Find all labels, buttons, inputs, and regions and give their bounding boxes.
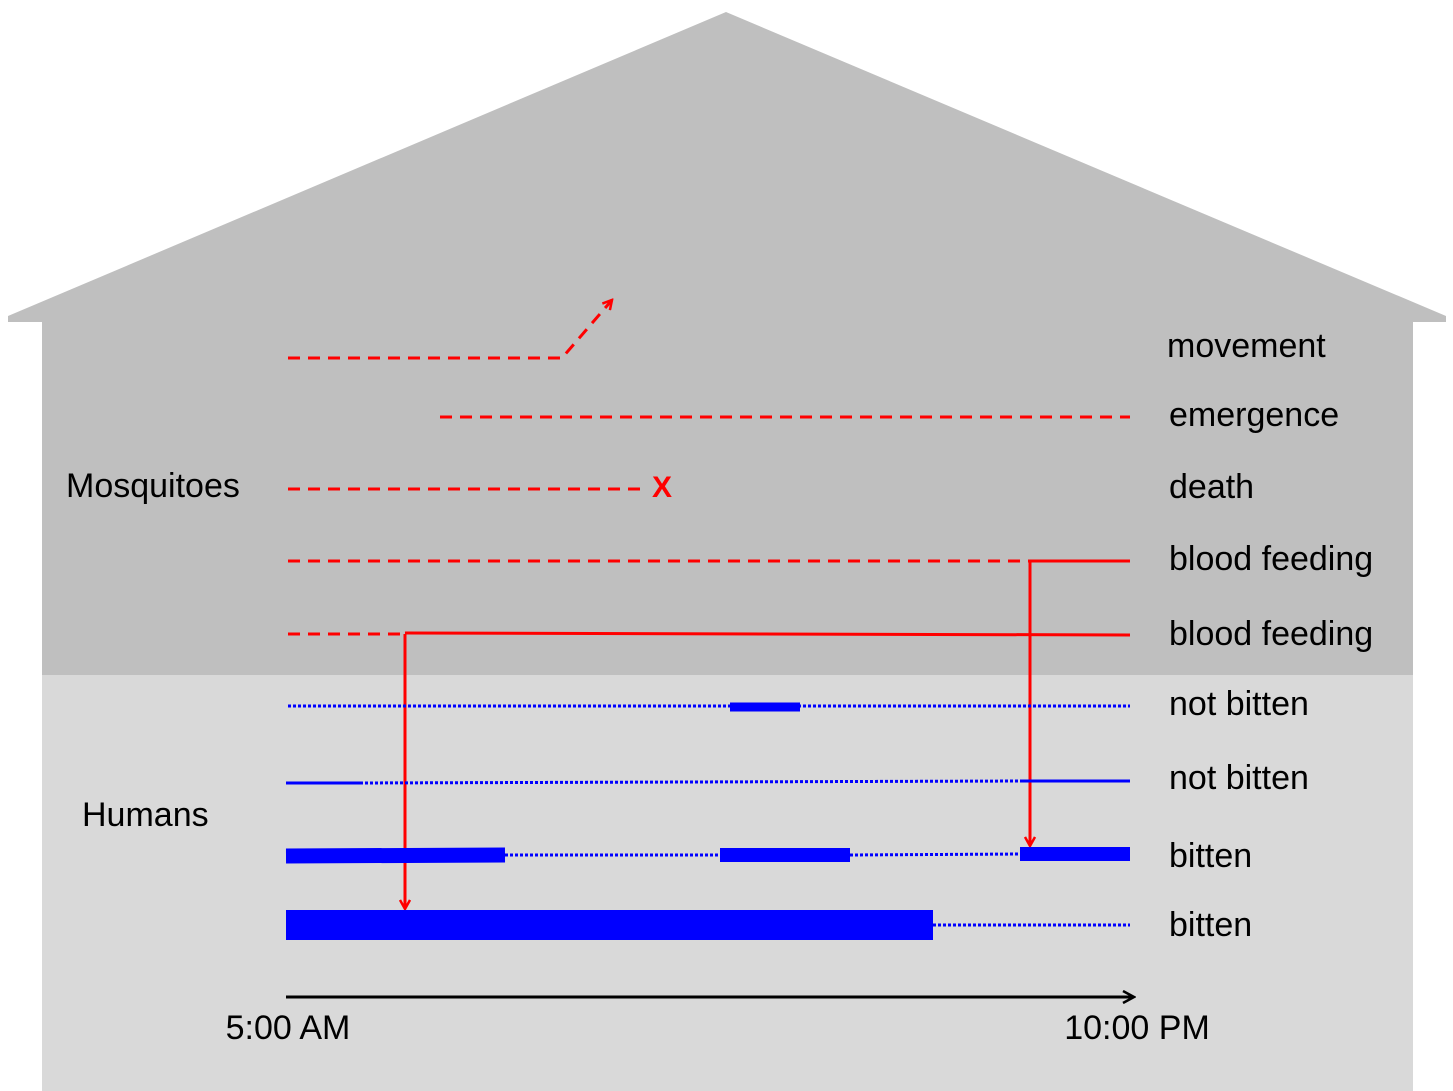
row-label: bitten — [1169, 906, 1252, 944]
row-label: not bitten — [1169, 685, 1309, 723]
presence-line — [285, 847, 506, 864]
presence-bar — [286, 910, 933, 940]
row-label: not bitten — [1169, 759, 1309, 797]
row-label: emergence — [1169, 396, 1339, 434]
human-lines — [285, 702, 1130, 940]
row-label: blood feeding — [1169, 540, 1373, 578]
row-label: death — [1169, 468, 1254, 506]
movement-line — [288, 300, 612, 360]
time-label: 10:00 PM — [1064, 1009, 1210, 1047]
presence-line — [359, 779, 1021, 785]
presence-line — [849, 852, 1021, 857]
row-label: movement — [1167, 327, 1326, 365]
time-label: 5:00 AM — [226, 1009, 351, 1047]
row-label: bitten — [1169, 837, 1252, 875]
house-upper — [8, 12, 1446, 675]
group-label: Mosquitoes — [66, 467, 240, 505]
mosquito-lines — [288, 300, 1131, 909]
group-label: Humans — [82, 796, 209, 834]
house-lower — [42, 675, 1413, 1091]
feeding-line — [404, 631, 1131, 637]
row-label: blood feeding — [1169, 615, 1373, 653]
death-marker: X — [652, 471, 672, 504]
